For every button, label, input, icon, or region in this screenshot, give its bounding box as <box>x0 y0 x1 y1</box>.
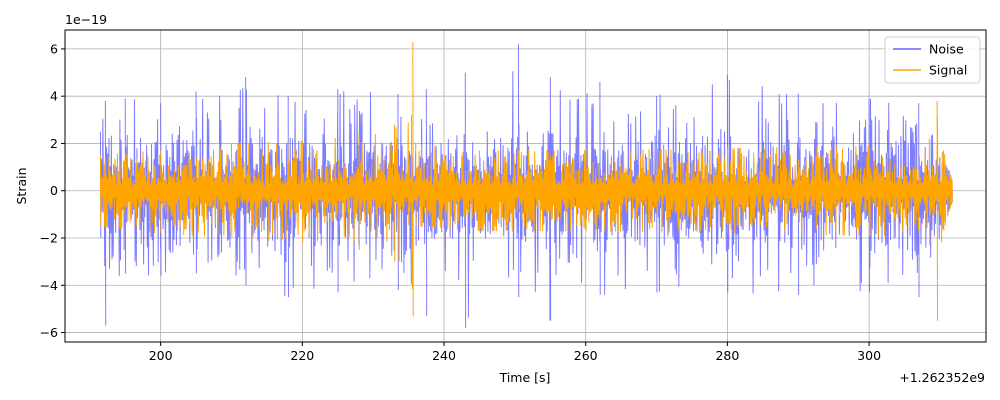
x-axis-label: Time [s] <box>499 370 551 385</box>
x-tick-label: 220 <box>290 348 314 363</box>
y-axis-label: Strain <box>14 167 29 204</box>
y-tick-label: 2 <box>50 136 58 151</box>
y-tick-label: −2 <box>40 231 58 246</box>
x-tick-label: 240 <box>432 348 456 363</box>
y-tick-label: −4 <box>40 278 58 293</box>
x-tick-label: 280 <box>715 348 739 363</box>
legend-signal-label: Signal <box>929 63 967 78</box>
y-tick-label: 6 <box>50 41 58 56</box>
legend: Noise Signal <box>884 36 981 84</box>
series-layer <box>99 41 953 328</box>
y-tick-label: −6 <box>40 325 58 340</box>
x-offset-label: +1.262352e9 <box>899 370 985 385</box>
y-tick-label: 0 <box>50 183 58 198</box>
y-exponent-label: 1e−19 <box>65 12 107 27</box>
y-tick-label: 4 <box>50 89 58 104</box>
series-signal-line <box>99 41 953 321</box>
plot-frame <box>64 29 987 343</box>
y-axis-ticks: −6 −4 −2 0 2 4 6 <box>40 41 65 340</box>
x-tick-label: 300 <box>857 348 881 363</box>
legend-noise-label: Noise <box>929 42 964 57</box>
x-axis-ticks: 200 220 240 260 280 300 <box>149 342 881 363</box>
x-tick-label: 260 <box>574 348 598 363</box>
x-tick-label: 200 <box>149 348 173 363</box>
